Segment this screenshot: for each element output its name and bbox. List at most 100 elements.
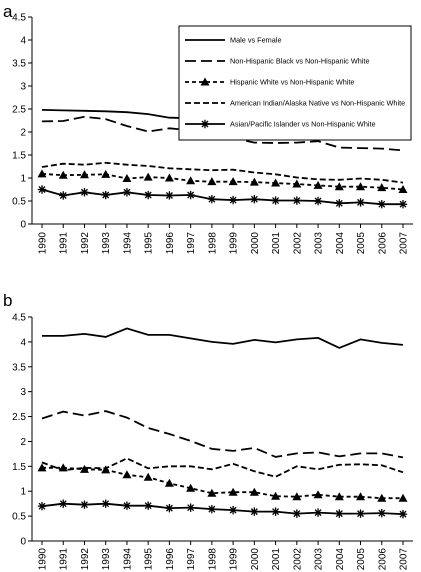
- chart-panel-a: 0 0.5 1 1.5 2 2.5 3 3.5 4 4.5 1990 1991 1992 1993 1994…: [12, 13, 413, 255]
- data-point: [207, 488, 217, 497]
- legend-marker: [200, 77, 210, 86]
- data-point: [101, 465, 111, 474]
- x-tick-label: 2007: [399, 232, 410, 255]
- y-tick-label: 1: [20, 487, 26, 498]
- legend-label: Hispanic White vs Non-Hispanic White: [230, 78, 355, 87]
- series-line: [41, 410, 404, 459]
- x-tick-label: 1990: [38, 232, 49, 255]
- legend-entry: Hispanic White vs Non-Hispanic White: [185, 77, 355, 87]
- y-tick-label: 0.5: [12, 197, 26, 208]
- x-tick-label: 2004: [335, 232, 346, 255]
- data-point: [79, 170, 89, 179]
- series-line: [41, 188, 403, 206]
- data-point: [143, 190, 153, 200]
- x-tick-label: 1993: [101, 232, 112, 255]
- legend-box: [178, 25, 412, 141]
- data-point: [101, 499, 110, 508]
- x-tick-label: 2001: [271, 232, 282, 255]
- panel-a-label: a: [3, 2, 13, 21]
- data-point: [101, 190, 110, 200]
- x-tick-label: 1991: [59, 232, 70, 255]
- series-line: [42, 466, 403, 500]
- data-point: [356, 509, 365, 518]
- x-tick-label: 1995: [144, 232, 155, 255]
- data-point: [165, 191, 174, 200]
- data-point: [59, 499, 68, 508]
- x-tick-label: 2003: [314, 548, 325, 571]
- y-tick-label: 1.5: [12, 462, 26, 473]
- series-1: [41, 410, 404, 459]
- chart-panel-b: 0 0.5 1 1.5 2 2.5 3 3.5 4 4.5 1990 1991 1992 1993 1994…: [12, 313, 413, 571]
- x-tick-label: 1994: [122, 232, 133, 255]
- data-point: [207, 177, 217, 186]
- series-4: [37, 185, 408, 209]
- data-point: [356, 182, 366, 191]
- data-point: [122, 188, 132, 197]
- data-point: [80, 500, 89, 509]
- data-point: [271, 196, 280, 205]
- y-tick-label: 3: [20, 82, 26, 93]
- data-point: [165, 503, 174, 513]
- data-point: [143, 501, 153, 510]
- series-2: [37, 463, 408, 502]
- x-tick-label: 2001: [271, 548, 282, 571]
- series-0: [42, 327, 404, 349]
- y-tick-label: 4.5: [12, 13, 26, 24]
- x-tick-label: 1999: [229, 232, 240, 255]
- data-point: [377, 183, 387, 192]
- data-point: [377, 200, 386, 209]
- data-point: [186, 176, 196, 185]
- data-point: [101, 169, 111, 178]
- data-point: [228, 505, 238, 515]
- x-tick-label: 2002: [292, 548, 303, 571]
- data-point: [143, 172, 153, 181]
- x-tick-label: 2003: [314, 232, 325, 255]
- x-tick-label: 1999: [229, 548, 240, 571]
- y-tick-label: 0.5: [12, 512, 26, 523]
- data-point: [292, 196, 302, 205]
- legend-label: Male vs Female: [230, 36, 282, 45]
- x-tick-label: 1992: [80, 548, 91, 571]
- data-point: [398, 509, 408, 519]
- y-tick-label: 1: [20, 174, 26, 185]
- x-tick-label: 1995: [144, 548, 155, 571]
- data-point: [250, 194, 259, 204]
- x-tick-label: 1996: [165, 548, 176, 571]
- data-point: [37, 185, 47, 194]
- x-tick-label: 1997: [186, 232, 197, 255]
- data-point: [59, 191, 68, 200]
- data-point: [207, 194, 217, 204]
- x-tick-label: 2000: [250, 548, 261, 571]
- data-point: [271, 507, 280, 516]
- y-tick-label: 4.5: [12, 313, 26, 324]
- data-point: [356, 492, 366, 501]
- data-point: [313, 180, 323, 189]
- legend-label: Asian/Pacific Islander vs Non-Hispanic W…: [230, 120, 376, 129]
- x-tick-label: 1998: [207, 232, 218, 255]
- x-tick-label: 1991: [59, 548, 70, 571]
- x-tick-label: 2006: [377, 232, 388, 255]
- y-tick-label: 4: [20, 36, 26, 47]
- series-3: [41, 161, 404, 184]
- series-3: [41, 457, 404, 478]
- data-point: [292, 509, 302, 518]
- y-tick-label: 0: [20, 220, 26, 231]
- data-point: [377, 508, 386, 518]
- series-4: [37, 499, 408, 519]
- x-tick-label: 1993: [101, 548, 112, 571]
- data-point: [271, 491, 281, 500]
- x-tick-label: 2000: [250, 232, 261, 255]
- legend-label: American Indian/Alaska Native vs Non-His…: [230, 99, 405, 108]
- data-point: [186, 483, 196, 492]
- legend-label: Non-Hispanic Black vs Non-Hispanic White: [230, 57, 370, 66]
- legend-entry: Non-Hispanic Black vs Non-Hispanic White: [185, 57, 370, 66]
- y-tick-label: 3: [20, 387, 26, 398]
- y-tick-label: 0: [20, 537, 26, 548]
- x-tick-label: 1997: [186, 548, 197, 571]
- x-tick-label: 2004: [335, 548, 346, 571]
- x-tick-label: 2006: [377, 548, 388, 571]
- x-tick-label: 1992: [80, 232, 91, 255]
- series-line: [41, 457, 404, 478]
- data-point: [228, 177, 238, 186]
